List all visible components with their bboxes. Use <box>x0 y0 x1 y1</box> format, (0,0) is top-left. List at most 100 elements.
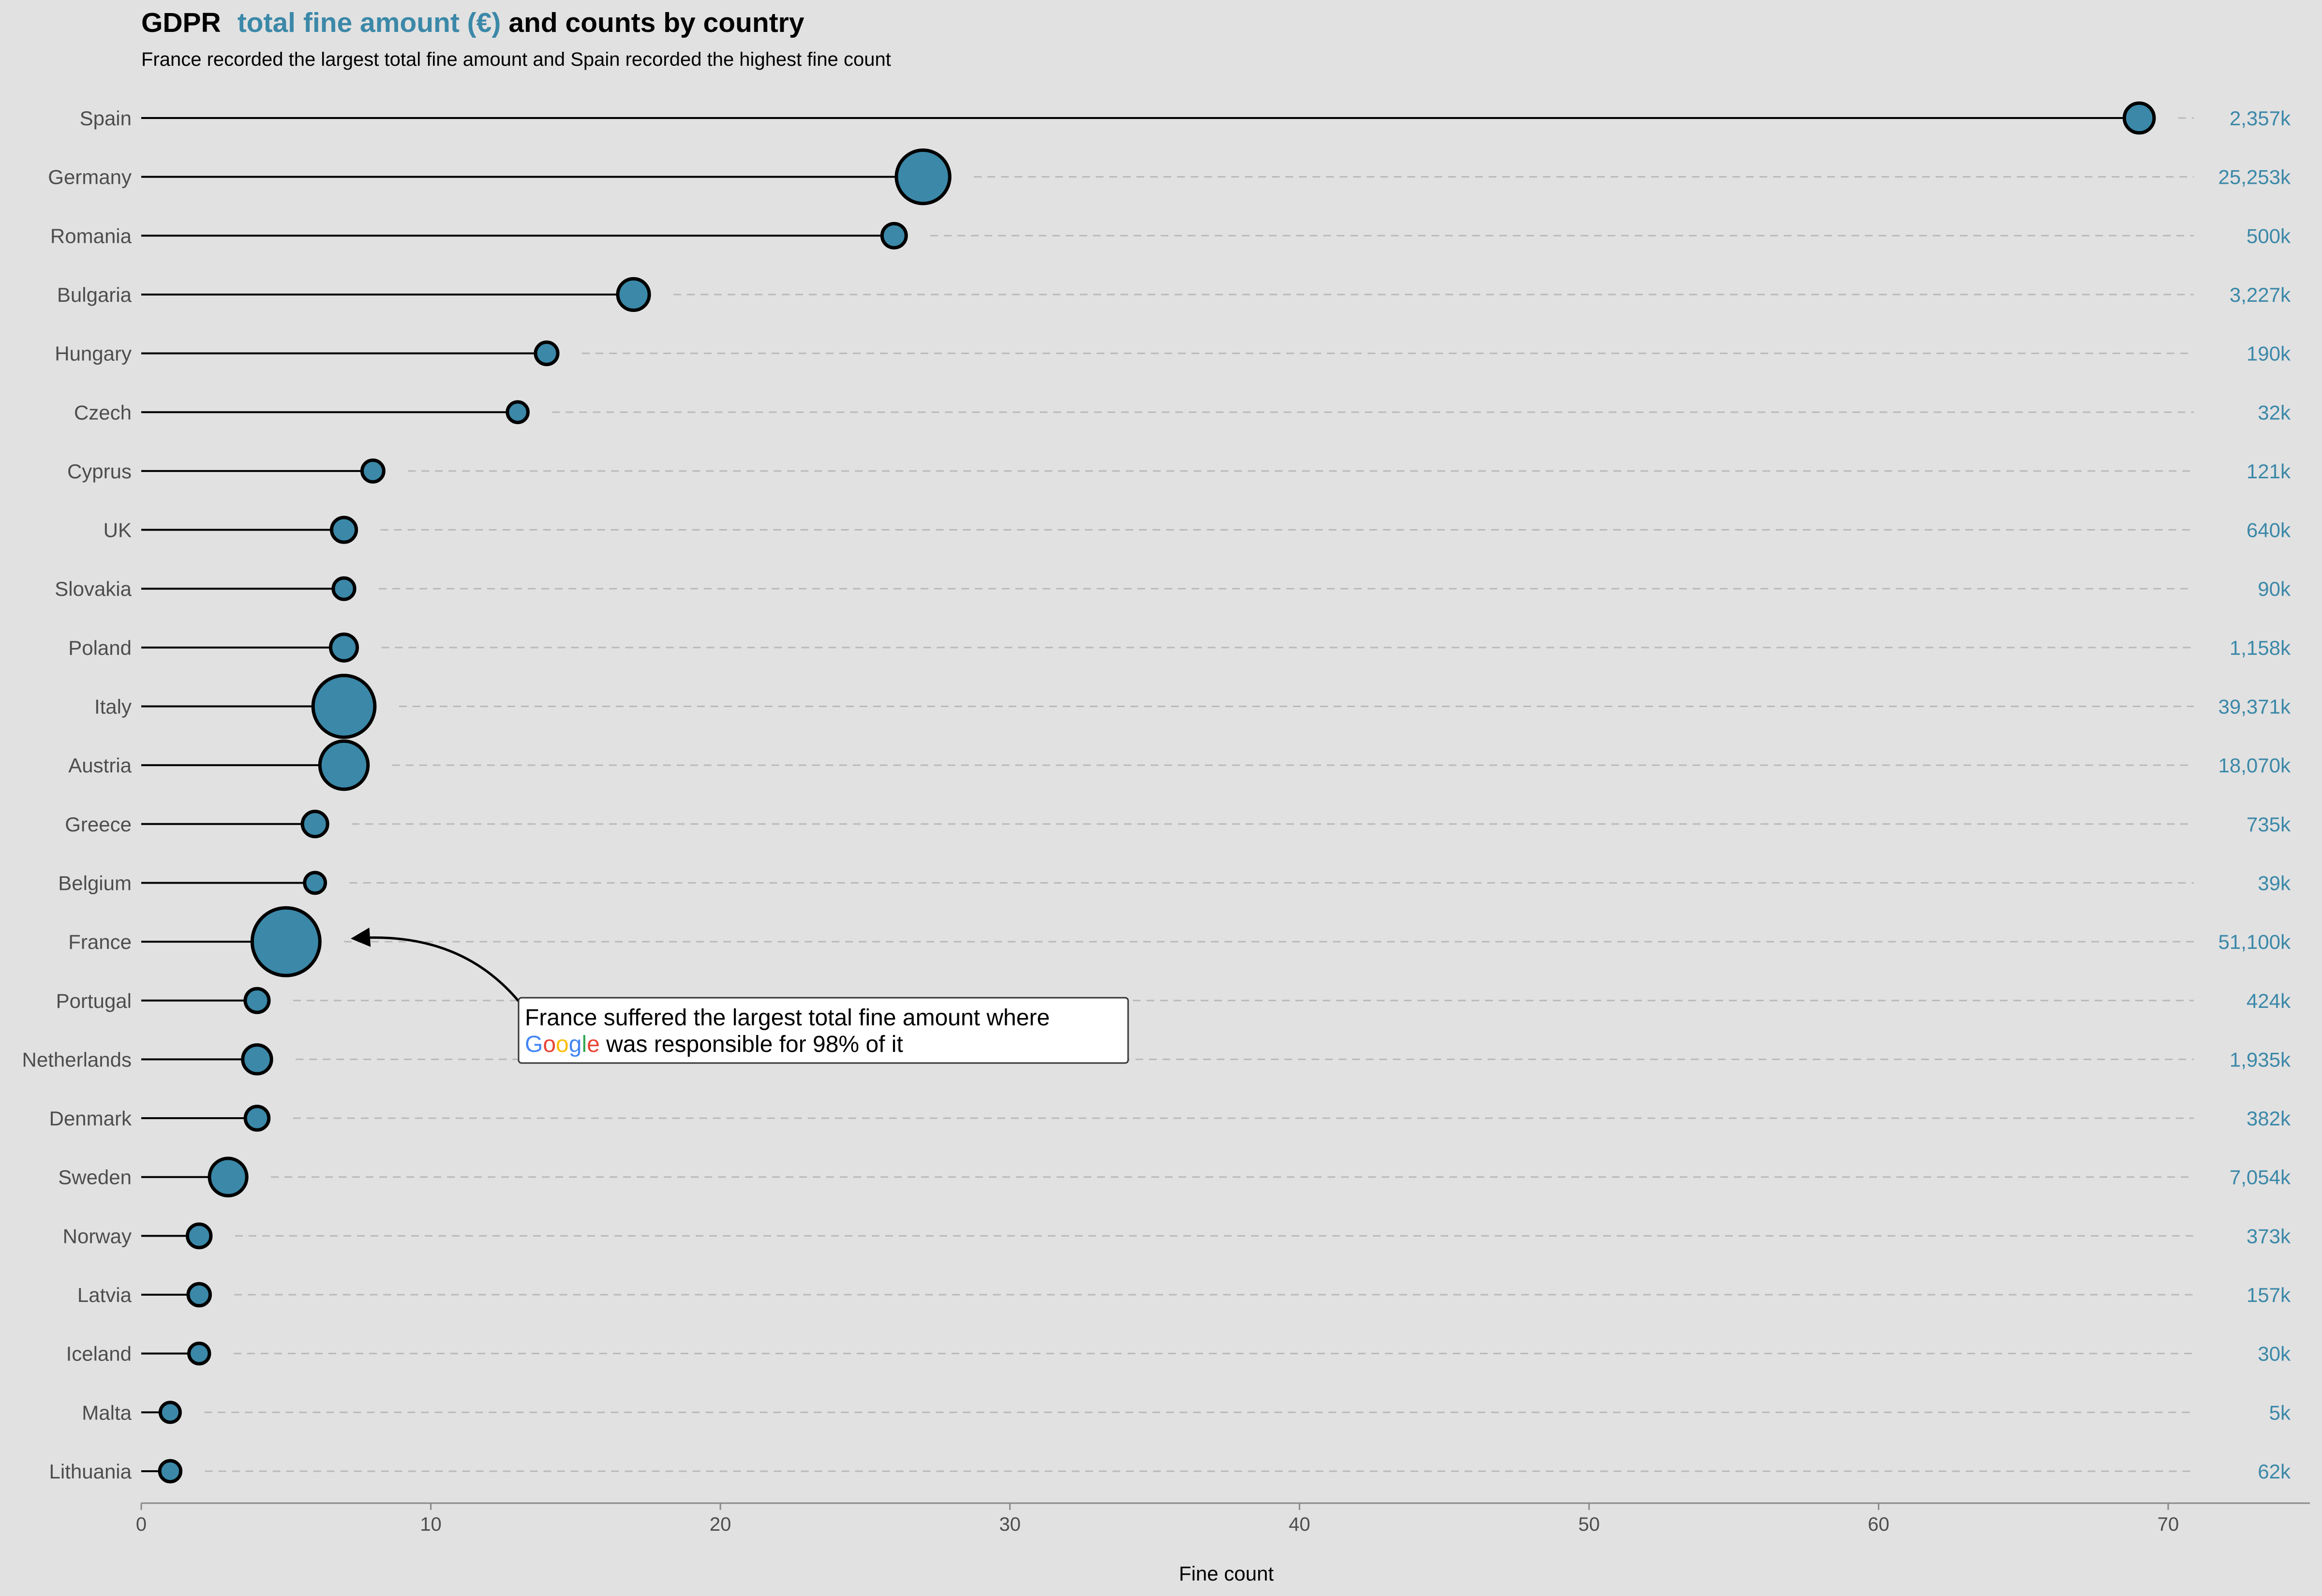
country-labels: Spain Germany Romania Bulgaria Hungary Czech C… <box>22 107 132 1483</box>
amount-label: 500k <box>2247 224 2291 247</box>
country-label: Romania <box>50 224 132 247</box>
x-axis-title: Fine count <box>1179 1562 1274 1585</box>
country-label: Slovakia <box>55 577 132 600</box>
amount-label: 32k <box>2258 401 2291 424</box>
amount-label: 39,371k <box>2218 695 2291 718</box>
x-tick-label: 50 <box>1578 1514 1600 1535</box>
country-label: Iceland <box>66 1343 132 1365</box>
x-tick-label: 30 <box>999 1514 1021 1535</box>
amount-label: 1,158k <box>2230 636 2291 659</box>
x-axis-ticks: 0 10 20 30 40 50 60 70 <box>136 1503 2179 1535</box>
point <box>241 1043 273 1076</box>
title-prefix: GDPR <box>141 7 221 38</box>
country-label: Belgium <box>58 872 132 894</box>
point <box>243 987 271 1014</box>
amount-label: 5k <box>2269 1401 2291 1424</box>
country-label: Czech <box>74 401 132 424</box>
country-label: Latvia <box>77 1284 132 1306</box>
title-suffix: and counts by country <box>508 7 804 38</box>
point <box>158 1459 183 1484</box>
amount-labels: 2,357k 25,253k 500k 3,227k 190k 32k 121k 640k 90… <box>2218 107 2291 1483</box>
point <box>186 1282 212 1308</box>
guide-lines <box>204 117 2194 1472</box>
google-word: Google <box>525 1032 600 1057</box>
country-label: Denmark <box>49 1107 132 1130</box>
country-label: UK <box>104 519 132 542</box>
point <box>243 1105 271 1132</box>
country-label: Cyprus <box>67 460 132 483</box>
amount-label: 3,227k <box>2230 283 2291 306</box>
x-tick-label: 10 <box>420 1514 442 1535</box>
amount-label: 121k <box>2247 460 2291 483</box>
amount-label: 382k <box>2247 1107 2291 1130</box>
point <box>318 739 370 791</box>
x-tick-label: 0 <box>136 1514 147 1535</box>
annotation-line-2-rest: was responsible for 98% of it <box>600 1032 903 1057</box>
amount-label: 39k <box>2258 872 2291 894</box>
country-label: Hungary <box>55 342 132 365</box>
x-tick-label: 20 <box>710 1514 731 1535</box>
point <box>185 1222 213 1250</box>
amount-label: 640k <box>2247 519 2291 542</box>
google-letter: o <box>556 1032 569 1057</box>
country-label: Poland <box>68 636 132 659</box>
amount-label: 735k <box>2247 813 2291 836</box>
point <box>328 632 359 663</box>
country-label: Germany <box>48 166 132 189</box>
point <box>880 222 908 250</box>
google-letter: l <box>581 1032 587 1057</box>
point <box>303 871 327 895</box>
google-letter: o <box>543 1032 556 1057</box>
google-letter: g <box>569 1032 582 1057</box>
point <box>616 277 651 312</box>
annotation-box <box>518 997 1129 1064</box>
amount-label: 90k <box>2258 577 2291 600</box>
amount-label: 51,100k <box>2218 931 2291 953</box>
point <box>329 516 358 544</box>
amount-label: 2,357k <box>2230 107 2291 130</box>
amount-label: 157k <box>2247 1284 2291 1306</box>
amount-label: 62k <box>2258 1460 2291 1483</box>
annotation-line-1: France suffered the largest total fine a… <box>525 1005 1050 1031</box>
point <box>534 340 560 367</box>
amount-label: 25,253k <box>2218 166 2291 189</box>
lollipop-points <box>158 101 2156 1484</box>
title-highlight: total fine amount (€) <box>238 7 501 38</box>
amount-label: 18,070k <box>2218 754 2291 777</box>
annotation-arrow <box>351 927 520 1002</box>
amount-label: 373k <box>2247 1225 2291 1247</box>
point <box>311 674 377 739</box>
point <box>208 1156 249 1197</box>
point <box>187 1341 211 1366</box>
country-label: Italy <box>94 695 132 718</box>
country-label: Greece <box>65 813 132 836</box>
point <box>300 810 329 839</box>
country-label: Austria <box>68 754 132 777</box>
amount-label: 7,054k <box>2230 1166 2291 1189</box>
x-tick-label: 60 <box>1868 1514 1890 1535</box>
amount-label: 1,935k <box>2230 1048 2291 1071</box>
country-label: Bulgaria <box>57 283 132 306</box>
chart-title: GDPR total fine amount (€) and counts by c… <box>141 7 804 38</box>
point <box>250 906 322 977</box>
country-label: Malta <box>82 1401 132 1424</box>
country-label: Netherlands <box>22 1048 132 1071</box>
country-label: Portugal <box>56 990 132 1012</box>
country-label: Sweden <box>58 1166 132 1189</box>
point <box>360 458 386 484</box>
point <box>331 576 357 601</box>
chart-subtitle: France recorded the largest total fine a… <box>141 49 891 70</box>
amount-label: 190k <box>2247 342 2291 365</box>
country-label: Lithuania <box>49 1460 132 1483</box>
x-tick-label: 40 <box>1289 1514 1310 1535</box>
point <box>506 400 530 425</box>
point <box>2122 101 2156 135</box>
country-label: Spain <box>80 107 132 130</box>
amount-label: 424k <box>2247 990 2291 1012</box>
country-label: Norway <box>63 1225 132 1247</box>
google-letter: G <box>525 1032 543 1057</box>
amount-label: 30k <box>2258 1343 2291 1365</box>
point <box>894 148 952 206</box>
point <box>158 1401 182 1424</box>
